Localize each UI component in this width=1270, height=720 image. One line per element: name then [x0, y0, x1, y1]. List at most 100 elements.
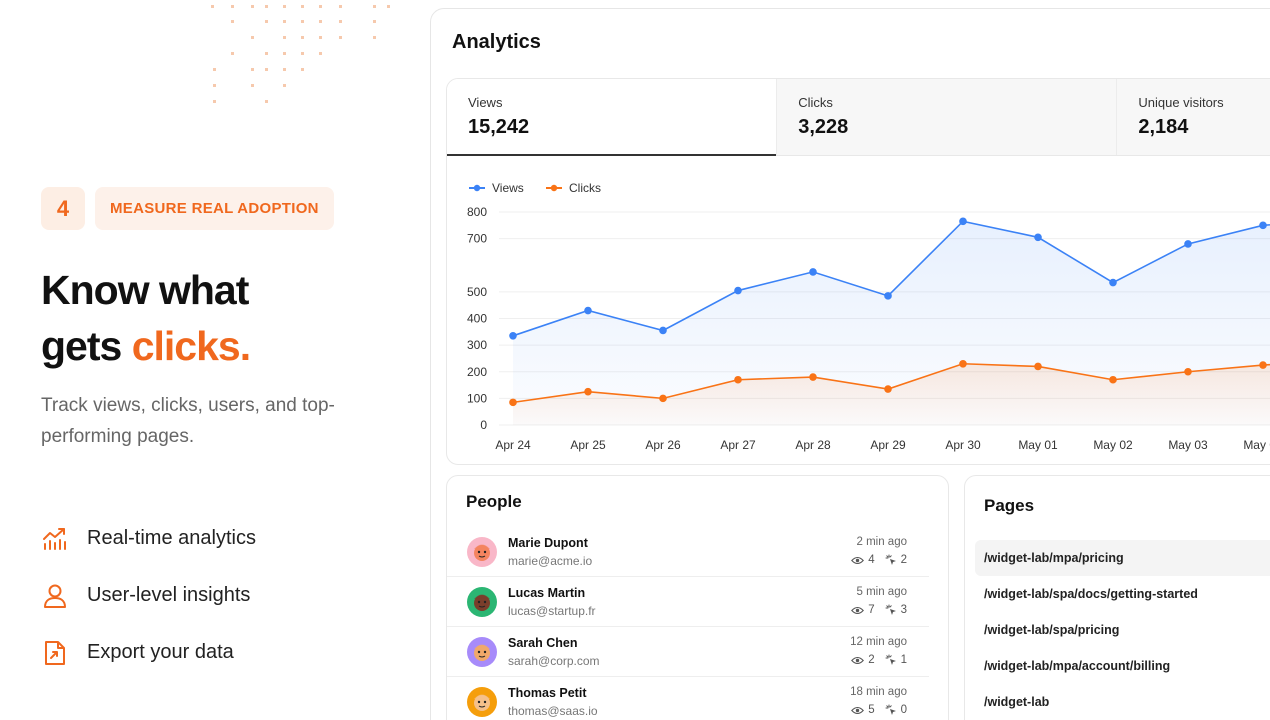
- page-item[interactable]: /widget-lab: [984, 695, 1050, 709]
- data-point: [1109, 278, 1117, 287]
- x-tick-label: May 04: [1243, 438, 1270, 452]
- click-icon: [885, 554, 896, 565]
- person-email: lucas@startup.fr: [508, 603, 596, 618]
- page-item[interactable]: /widget-lab/mpa/pricing: [975, 540, 1270, 576]
- page-item[interactable]: /widget-lab/spa/pricing: [984, 623, 1120, 637]
- person-email: sarah@corp.com: [508, 653, 600, 668]
- x-tick-label: Apr 24: [495, 438, 531, 452]
- step-number: 4: [41, 187, 85, 230]
- legend-label: Clicks: [569, 181, 601, 195]
- person-meta: 2 min ago 4 2: [851, 536, 907, 566]
- tab-label: Views: [468, 95, 503, 110]
- person-views: 2: [868, 654, 875, 666]
- person-email: marie@acme.io: [508, 553, 593, 568]
- x-tick-label: May 02: [1093, 438, 1133, 452]
- headline: Know what gets clicks.: [41, 262, 251, 374]
- click-icon: [885, 704, 896, 715]
- person-time: 18 min ago: [850, 686, 907, 698]
- export-file-icon: [41, 639, 69, 667]
- people-panel: People Marie Dupont marie@acme.io 2 min ag…: [446, 475, 949, 720]
- data-point: [1184, 367, 1192, 376]
- x-tick-label: Apr 25: [570, 438, 606, 452]
- tab-value: 2,184: [1138, 116, 1189, 138]
- tab-unique-visitors[interactable]: Unique visitors 2,184: [1117, 79, 1270, 155]
- person-row[interactable]: Sarah Chen sarah@corp.com 12 min ago 2 1: [447, 627, 929, 677]
- person-info: Marie Dupont marie@acme.io: [508, 536, 929, 568]
- person-info: Thomas Petit thomas@saas.io: [508, 686, 929, 718]
- data-point: [809, 373, 817, 381]
- tab-views[interactable]: Views 15,242: [447, 79, 778, 156]
- tab-label: Clicks: [798, 95, 833, 110]
- step-row: 4 MEASURE REAL ADOPTION: [41, 187, 334, 230]
- data-point: [959, 217, 967, 226]
- click-icon: [885, 604, 896, 615]
- feature-item: Export your data: [41, 624, 256, 681]
- person-row[interactable]: Lucas Martin lucas@startup.fr 5 min ago 7 3: [447, 577, 929, 627]
- data-point: [584, 387, 592, 396]
- y-tick-label: 800: [467, 205, 487, 219]
- person-name: Marie Dupont: [508, 535, 588, 550]
- eye-icon: [851, 556, 865, 564]
- person-meta: 5 min ago 7 3: [851, 586, 907, 616]
- person-clicks: 2: [900, 554, 907, 566]
- headline-accent: clicks.: [131, 323, 251, 369]
- x-tick-label: Apr 27: [720, 438, 756, 452]
- person-info: Sarah Chen sarah@corp.com: [508, 636, 929, 668]
- line-chart: Views Clicks 0 100 200 300 400 500 700 800 Apr 24 A…: [467, 181, 1270, 452]
- avatar: [467, 636, 497, 667]
- y-tick-label: 300: [467, 338, 487, 352]
- y-tick-label: 200: [467, 365, 487, 379]
- series-line-clicks: [512, 362, 1270, 404]
- page-item[interactable]: /widget-lab/mpa/account/billing: [984, 659, 1171, 673]
- data-point: [884, 385, 892, 393]
- data-point: [509, 332, 517, 340]
- data-point: [509, 398, 517, 407]
- person-time: 5 min ago: [856, 586, 907, 598]
- series-area-clicks: [513, 363, 1270, 425]
- x-tick-label: May 01: [1018, 438, 1058, 452]
- person-time: 2 min ago: [856, 536, 907, 548]
- y-tick-label: 700: [467, 232, 487, 246]
- y-tick-label: 400: [467, 312, 487, 326]
- headline-line1: Know what: [41, 267, 249, 313]
- person-views: 5: [868, 704, 875, 716]
- feature-item: Real-time analytics: [41, 510, 256, 567]
- headline-line2-prefix: gets: [41, 323, 132, 369]
- person-name: Sarah Chen: [508, 635, 578, 650]
- data-point: [884, 292, 892, 300]
- person-row[interactable]: Thomas Petit thomas@saas.io 18 min ago 5 0: [447, 677, 929, 720]
- avatar: [467, 586, 497, 617]
- person-row[interactable]: Marie Dupont marie@acme.io 2 min ago 4 2: [447, 527, 929, 577]
- card-title: Analytics: [452, 31, 541, 53]
- feature-label: Export your data: [87, 641, 234, 663]
- metric-tabs: Views 15,242 Clicks 3,228 Unique visitor…: [447, 79, 1270, 156]
- legend-marker: [550, 184, 558, 192]
- person-clicks: 3: [900, 604, 907, 616]
- avatar: [467, 536, 497, 567]
- dot-pattern: [211, 5, 390, 103]
- person-views: 4: [868, 554, 875, 566]
- person-name: Lucas Martin: [508, 585, 586, 600]
- x-tick-label: Apr 26: [645, 438, 681, 452]
- person-meta: 12 min ago 2 1: [850, 636, 907, 666]
- feature-list: Real-time analytics User-level insights …: [41, 510, 256, 681]
- feature-item: User-level insights: [41, 567, 256, 624]
- person-meta: 18 min ago 5 0: [850, 686, 907, 716]
- tab-clicks[interactable]: Clicks 3,228: [777, 79, 1118, 155]
- person-name: Thomas Petit: [508, 686, 587, 700]
- people-title: People: [466, 492, 522, 511]
- data-point: [1109, 375, 1117, 384]
- data-point: [959, 359, 967, 368]
- data-point: [1184, 240, 1192, 248]
- person-time: 12 min ago: [850, 636, 907, 648]
- page-item[interactable]: /widget-lab/spa/docs/getting-started: [984, 587, 1198, 601]
- data-point: [659, 326, 667, 335]
- y-tick-label: 500: [467, 285, 487, 299]
- feature-label: User-level insights: [87, 584, 251, 606]
- legend-marker: [473, 184, 481, 192]
- person-info: Lucas Martin lucas@startup.fr: [508, 586, 929, 618]
- x-tick-label: Apr 30: [945, 438, 981, 452]
- x-tick-label: Apr 28: [795, 438, 831, 452]
